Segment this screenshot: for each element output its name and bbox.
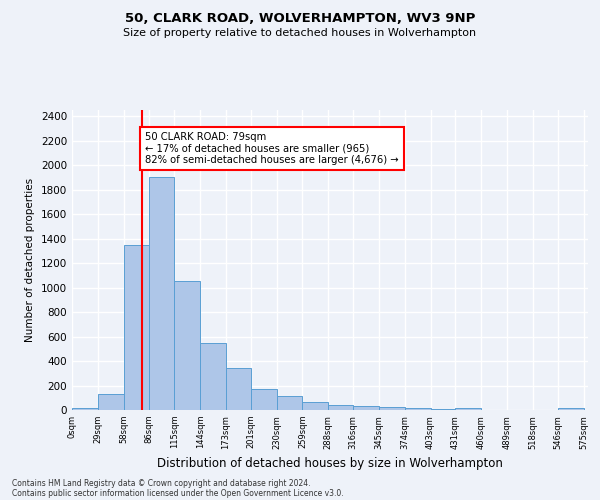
Bar bbox=[379, 407, 405, 410]
X-axis label: Distribution of detached houses by size in Wolverhampton: Distribution of detached houses by size … bbox=[157, 457, 503, 470]
Bar bbox=[200, 342, 226, 410]
Bar bbox=[124, 244, 149, 410]
Text: 50 CLARK ROAD: 79sqm
← 17% of detached houses are smaller (965)
82% of semi-deta: 50 CLARK ROAD: 79sqm ← 17% of detached h… bbox=[145, 132, 398, 165]
Bar bbox=[455, 408, 481, 410]
Bar bbox=[175, 282, 200, 410]
Bar bbox=[149, 178, 175, 410]
Bar bbox=[558, 408, 584, 410]
Bar bbox=[72, 408, 98, 410]
Bar bbox=[302, 402, 328, 410]
Bar bbox=[226, 368, 251, 410]
Bar bbox=[277, 396, 302, 410]
Text: 50, CLARK ROAD, WOLVERHAMPTON, WV3 9NP: 50, CLARK ROAD, WOLVERHAMPTON, WV3 9NP bbox=[125, 12, 475, 26]
Bar bbox=[353, 406, 379, 410]
Text: Contains public sector information licensed under the Open Government Licence v3: Contains public sector information licen… bbox=[12, 488, 344, 498]
Y-axis label: Number of detached properties: Number of detached properties bbox=[25, 178, 35, 342]
Text: Contains HM Land Registry data © Crown copyright and database right 2024.: Contains HM Land Registry data © Crown c… bbox=[12, 478, 311, 488]
Bar bbox=[405, 408, 431, 410]
Bar bbox=[328, 405, 353, 410]
Bar bbox=[98, 394, 124, 410]
Bar bbox=[251, 389, 277, 410]
Text: Size of property relative to detached houses in Wolverhampton: Size of property relative to detached ho… bbox=[124, 28, 476, 38]
